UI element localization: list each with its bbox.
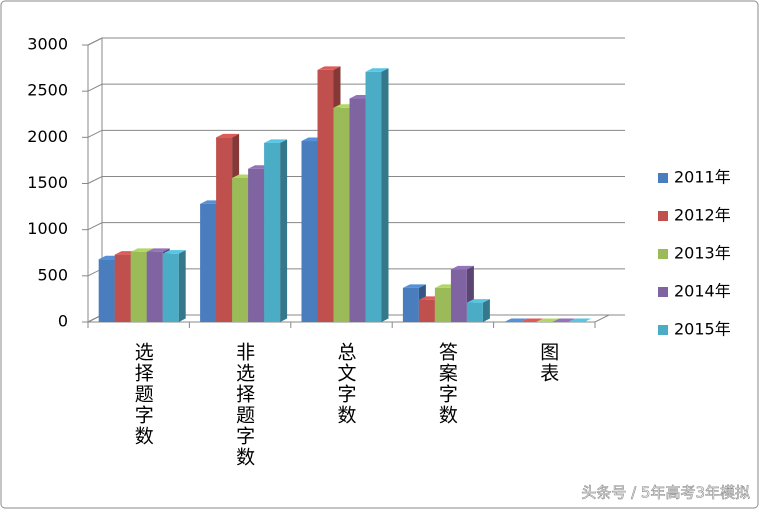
bar-top [365, 68, 389, 72]
bar-top [536, 318, 560, 322]
bar-front [216, 137, 233, 322]
bar [365, 68, 389, 322]
bar-front [146, 251, 163, 322]
bar-side [482, 299, 490, 322]
bar-top [520, 318, 544, 322]
bar-top [466, 299, 490, 303]
bar-top [552, 318, 576, 322]
y-tick-label: 2500 [27, 81, 68, 100]
bar [520, 318, 544, 322]
y-tick-label: 500 [37, 265, 68, 284]
bar-top [568, 318, 592, 322]
x-tick-label: 选择题字数 [132, 342, 154, 447]
grid-line [87, 83, 625, 92]
bar-top [264, 139, 288, 143]
bar-front [317, 69, 334, 323]
bar-top [450, 265, 474, 270]
bar-top [504, 318, 528, 322]
x-tick-label: 总文字数 [335, 342, 357, 426]
bar-front [264, 142, 281, 322]
legend-swatch [658, 173, 668, 183]
y-tick-label: 0 [58, 312, 68, 331]
bar-top [162, 250, 186, 254]
grid-line [87, 176, 625, 184]
bar-front [162, 253, 179, 322]
bar-front [365, 71, 382, 322]
bar-top [216, 133, 240, 138]
bar-top [402, 284, 426, 288]
y-tick-label: 1000 [27, 219, 68, 238]
x-tick-label: 答案字数 [436, 342, 458, 426]
legend-label: 2013年 [674, 244, 731, 263]
y-tick-label: 2000 [27, 127, 68, 146]
x-tick-label: 非选择题字数 [233, 342, 255, 468]
bar [162, 250, 186, 322]
bar-front [232, 177, 249, 322]
bar-side [178, 250, 186, 322]
watermark: 头条号 / 5年高考3年模拟 [581, 484, 750, 502]
bar [264, 139, 288, 322]
grid-line [87, 37, 625, 46]
grid-line [87, 222, 625, 231]
bar-front [114, 254, 131, 322]
bar [552, 318, 576, 322]
bar-front [333, 107, 350, 322]
legend-label: 2015年 [674, 320, 731, 339]
bar-front [349, 98, 366, 322]
y-tick-label: 3000 [27, 35, 68, 54]
legend-label: 2011年 [674, 168, 731, 187]
bar-side [381, 68, 389, 322]
bar-front [434, 287, 451, 322]
bar-top [317, 66, 341, 70]
bar-top [146, 248, 170, 252]
legend-swatch [658, 287, 668, 297]
bar-front [200, 203, 217, 322]
bar-front [466, 302, 483, 322]
legend-swatch [658, 249, 668, 259]
legend-label: 2012年 [674, 206, 731, 225]
bar [568, 318, 592, 322]
y-tick-label: 1500 [27, 173, 68, 192]
bar-front [98, 259, 115, 322]
bar [536, 318, 560, 322]
bar-front [450, 269, 467, 322]
bar-top [130, 248, 154, 252]
grid-line [87, 129, 625, 138]
bar-front [301, 141, 318, 322]
bar-front [130, 251, 147, 322]
x-tick-label: 图表 [537, 342, 559, 384]
legend-label: 2014年 [674, 282, 731, 301]
bar-front [418, 299, 435, 322]
legend-swatch [658, 211, 668, 221]
bar [504, 318, 528, 322]
bar-side [280, 139, 288, 322]
bar-front [248, 168, 265, 322]
legend-swatch [658, 325, 668, 335]
bar [466, 299, 490, 322]
bar-front [402, 287, 419, 322]
